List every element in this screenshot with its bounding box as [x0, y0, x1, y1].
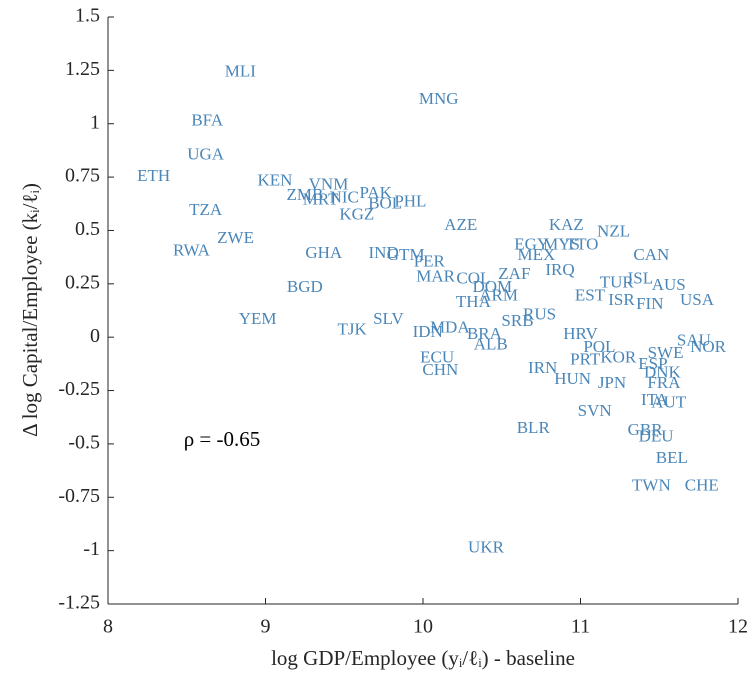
- point-label: AUS: [652, 275, 686, 294]
- point-label: ECU: [420, 347, 454, 366]
- point-label: GHA: [305, 243, 343, 262]
- y-tick-label: -0.25: [58, 378, 100, 400]
- x-tick-label: 10: [413, 616, 433, 638]
- point-label: SRB: [501, 311, 533, 330]
- point-label: HUN: [554, 369, 591, 388]
- y-tick-label: -1.25: [58, 592, 100, 614]
- point-label: FRA: [647, 373, 681, 392]
- point-label: MYS: [543, 234, 580, 253]
- point-label: ESP: [638, 354, 667, 373]
- point-label: ISL: [628, 268, 654, 287]
- point-label: CHE: [685, 476, 719, 495]
- point-label: MNG: [419, 89, 459, 108]
- y-tick-label: 0.5: [75, 218, 100, 240]
- annotation: ρ = -0.65: [184, 427, 261, 451]
- point-label: ALB: [474, 335, 508, 354]
- point-label: TWN: [632, 476, 671, 495]
- point-label: ISR: [608, 290, 635, 309]
- point-label: ZMB: [286, 185, 323, 204]
- point-label: ARM: [479, 286, 518, 305]
- point-label: PER: [414, 251, 446, 270]
- point-label: PHL: [394, 192, 426, 211]
- point-label: KOR: [600, 347, 637, 366]
- point-label: AUT: [651, 392, 687, 411]
- point-label: BEL: [656, 448, 688, 467]
- point-label: PRT: [570, 350, 601, 369]
- point-label: USA: [680, 290, 715, 309]
- point-label: YEM: [239, 309, 277, 328]
- point-label: MAR: [416, 266, 455, 285]
- y-tick-label: 0.25: [65, 271, 100, 293]
- point-label: ETH: [137, 166, 170, 185]
- point-label: UGA: [187, 145, 225, 164]
- point-label: AZE: [444, 215, 477, 234]
- y-tick-label: 0.75: [65, 165, 100, 187]
- point-label: NIC: [330, 187, 359, 206]
- point-label: BFA: [191, 110, 224, 129]
- point-label: SLV: [373, 309, 404, 328]
- x-axis-label: log GDP/Employee (yᵢ/ℓᵢ) - baseline: [271, 646, 575, 670]
- point-label: UKR: [468, 537, 505, 556]
- point-label: TUR: [600, 273, 635, 292]
- point-label: KAZ: [549, 215, 584, 234]
- point-label: SVN: [578, 401, 612, 420]
- point-label: IND: [369, 243, 399, 262]
- point-label: IRQ: [545, 260, 574, 279]
- point-label: CAN: [633, 245, 669, 264]
- y-tick-label: 0: [90, 325, 100, 347]
- y-tick-label: 1: [90, 111, 100, 133]
- point-label: BRA: [467, 324, 503, 343]
- point-label: PAK: [360, 183, 393, 202]
- y-tick-label: 1.25: [65, 58, 100, 80]
- point-label: ITA: [641, 390, 669, 409]
- point-label: RUS: [523, 305, 556, 324]
- point-label: RWA: [173, 241, 211, 260]
- point-label: NZL: [597, 221, 630, 240]
- point-label: NOR: [690, 337, 727, 356]
- point-label: MLI: [225, 61, 257, 80]
- point-label: BGD: [287, 277, 323, 296]
- y-axis-label: Δ log Capital/Employee (kᵢ/ℓᵢ): [18, 183, 42, 437]
- x-tick-label: 11: [571, 616, 590, 638]
- point-label: BLR: [517, 418, 551, 437]
- point-label: GBR: [628, 420, 664, 439]
- point-label: TJK: [337, 320, 367, 339]
- x-tick-label: 12: [728, 616, 748, 638]
- point-label: TZA: [189, 200, 223, 219]
- point-label: KGZ: [339, 204, 374, 223]
- y-tick-label: -1: [83, 538, 100, 560]
- point-label: MRT: [303, 189, 339, 208]
- point-label: DOM: [472, 277, 512, 296]
- point-label: MDA: [430, 318, 470, 337]
- x-tick-label: 9: [261, 616, 271, 638]
- point-label: THA: [456, 292, 492, 311]
- point-label: ZWE: [217, 228, 254, 247]
- point-label: GTM: [387, 245, 425, 264]
- point-label: DEU: [639, 426, 674, 445]
- point-label: SAU: [677, 330, 711, 349]
- point-label: VNM: [309, 175, 349, 194]
- point-label: POL: [583, 337, 615, 356]
- point-label: COL: [456, 268, 490, 287]
- point-label: IRN: [528, 358, 557, 377]
- point-label: BOL: [368, 194, 402, 213]
- point-label: FIN: [636, 294, 663, 313]
- y-tick-label: 1.5: [75, 5, 100, 27]
- point-label: EGY: [514, 234, 549, 253]
- point-label: ZAF: [498, 264, 530, 283]
- point-label: DNK: [644, 362, 682, 381]
- x-tick-label: 8: [103, 616, 113, 638]
- point-label: SWE: [648, 343, 684, 362]
- y-tick-label: -0.75: [58, 485, 100, 507]
- point-label: MEX: [518, 245, 556, 264]
- point-label: HRV: [563, 324, 598, 343]
- y-tick-label: -0.5: [68, 432, 100, 454]
- point-label: EST: [575, 286, 606, 305]
- point-label: TTO: [566, 234, 599, 253]
- point-label: IDN: [413, 322, 443, 341]
- point-label: JPN: [598, 373, 626, 392]
- point-label: CHN: [422, 360, 458, 379]
- point-label: KEN: [257, 170, 292, 189]
